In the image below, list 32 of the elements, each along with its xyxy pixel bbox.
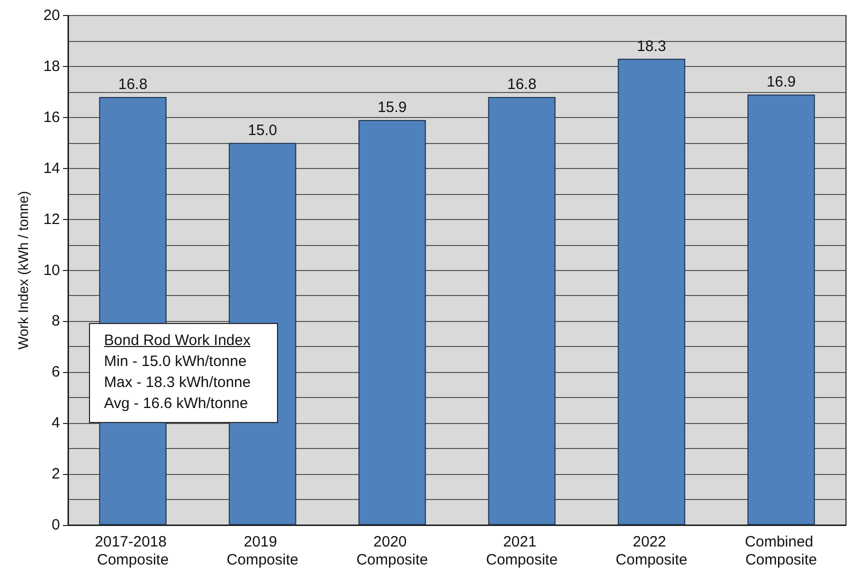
bar	[358, 120, 426, 525]
x-tick-label: 2019 Composite	[226, 534, 298, 568]
y-tick-label: 10	[43, 262, 60, 279]
y-tick-label: 14	[43, 160, 60, 177]
x-tick-label: 2021 Composite	[486, 534, 558, 568]
x-tick-label: 2017-2018 Composite	[94, 534, 171, 568]
bar	[618, 58, 686, 525]
y-tick-label: 20	[43, 7, 60, 24]
data-label: 15.9	[378, 98, 407, 116]
x-tick-label: 2022 Composite	[616, 534, 688, 568]
y-tick-label: 16	[43, 108, 60, 126]
y-axis-title: Work Index (kWh / tonne)	[15, 191, 31, 350]
y-tick-label: 12	[43, 210, 60, 228]
y-tick-label: 18	[43, 58, 60, 75]
y-tick-label: 8	[52, 312, 60, 330]
y-tick-label: 6	[52, 364, 60, 381]
y-tick-label: 0	[52, 516, 60, 534]
y-tick-label: 4	[52, 414, 60, 432]
data-label: 16.8	[118, 76, 148, 94]
data-label: 15.0	[248, 122, 278, 139]
bar	[488, 97, 556, 525]
data-label: 16.8	[507, 76, 536, 94]
bar	[747, 94, 815, 525]
data-label: 18.3	[636, 38, 666, 55]
annotation: Max - 18.3 kWh/tonne	[104, 373, 251, 393]
data-label: 16.9	[766, 73, 796, 90]
annotation: Avg - 16.6 kWh/tonne	[104, 394, 249, 414]
x-tick-label: Combined Composite	[744, 534, 818, 568]
x-tick-label: 2020 Composite	[356, 534, 428, 568]
annotation: Min - 15.0 kWh/tonne	[104, 352, 248, 372]
annotation: Bond Rod Work Index	[104, 331, 251, 351]
y-tick-label: 2	[52, 466, 60, 483]
